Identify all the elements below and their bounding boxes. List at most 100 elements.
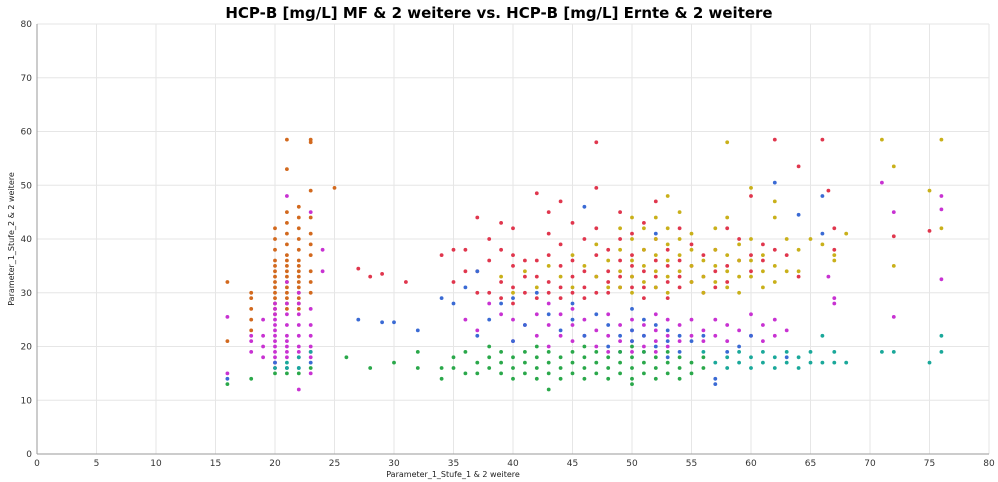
data-point[interactable]: [606, 366, 611, 370]
data-point[interactable]: [826, 188, 831, 193]
data-point[interactable]: [582, 269, 587, 274]
data-point[interactable]: [296, 333, 301, 338]
data-point[interactable]: [653, 215, 658, 220]
data-point[interactable]: [487, 366, 492, 370]
data-point[interactable]: [689, 247, 694, 252]
data-point[interactable]: [784, 360, 789, 365]
data-point[interactable]: [606, 269, 611, 274]
data-point[interactable]: [725, 226, 730, 231]
data-point[interactable]: [725, 264, 730, 268]
data-point[interactable]: [630, 366, 634, 370]
data-point[interactable]: [558, 312, 563, 317]
data-point[interactable]: [820, 333, 825, 338]
data-point[interactable]: [308, 307, 313, 311]
data-point[interactable]: [642, 323, 646, 327]
data-point[interactable]: [296, 344, 301, 349]
data-point[interactable]: [558, 328, 563, 333]
data-point[interactable]: [606, 312, 611, 317]
data-point[interactable]: [582, 285, 587, 290]
data-point[interactable]: [737, 258, 741, 263]
data-point[interactable]: [594, 186, 599, 190]
data-point[interactable]: [463, 285, 468, 290]
data-point[interactable]: [630, 258, 634, 263]
data-point[interactable]: [630, 350, 634, 354]
data-point[interactable]: [285, 371, 289, 376]
data-point[interactable]: [439, 366, 444, 370]
data-point[interactable]: [630, 264, 634, 268]
data-point[interactable]: [320, 269, 325, 274]
data-point[interactable]: [832, 226, 837, 231]
data-point[interactable]: [594, 226, 599, 231]
data-point[interactable]: [415, 366, 420, 370]
data-point[interactable]: [677, 333, 682, 338]
data-point[interactable]: [285, 210, 289, 215]
data-point[interactable]: [273, 296, 277, 300]
data-point[interactable]: [677, 366, 682, 370]
data-point[interactable]: [689, 371, 694, 376]
data-point[interactable]: [826, 274, 831, 279]
data-point[interactable]: [546, 344, 551, 349]
data-point[interactable]: [606, 290, 611, 295]
data-point[interactable]: [749, 269, 753, 274]
data-point[interactable]: [630, 237, 634, 241]
data-point[interactable]: [487, 301, 492, 306]
data-point[interactable]: [618, 210, 622, 215]
data-point[interactable]: [642, 350, 646, 354]
data-point[interactable]: [582, 376, 587, 381]
data-point[interactable]: [594, 328, 599, 333]
data-point[interactable]: [296, 301, 301, 306]
data-point[interactable]: [308, 231, 313, 236]
data-point[interactable]: [582, 355, 587, 360]
data-point[interactable]: [285, 242, 289, 247]
data-point[interactable]: [796, 247, 801, 252]
data-point[interactable]: [677, 350, 682, 354]
data-point[interactable]: [308, 333, 313, 338]
data-point[interactable]: [784, 328, 789, 333]
data-point[interactable]: [249, 328, 254, 333]
data-point[interactable]: [665, 350, 670, 354]
data-point[interactable]: [511, 296, 515, 300]
data-point[interactable]: [546, 323, 551, 327]
data-point[interactable]: [665, 280, 670, 284]
data-point[interactable]: [737, 237, 741, 241]
data-point[interactable]: [761, 350, 765, 354]
data-point[interactable]: [296, 366, 301, 370]
data-point[interactable]: [725, 366, 730, 370]
data-point[interactable]: [630, 328, 634, 333]
data-point[interactable]: [653, 274, 658, 279]
data-point[interactable]: [725, 253, 730, 257]
data-point[interactable]: [487, 355, 492, 360]
data-point[interactable]: [665, 317, 670, 322]
data-point[interactable]: [285, 301, 289, 306]
data-point[interactable]: [891, 164, 896, 169]
data-point[interactable]: [594, 350, 599, 354]
data-point[interactable]: [618, 371, 622, 376]
data-point[interactable]: [285, 290, 289, 295]
data-point[interactable]: [285, 221, 289, 225]
data-point[interactable]: [558, 199, 563, 204]
data-point[interactable]: [392, 360, 396, 365]
data-point[interactable]: [499, 350, 503, 354]
data-point[interactable]: [570, 323, 575, 327]
data-point[interactable]: [332, 186, 337, 190]
data-point[interactable]: [618, 285, 622, 290]
data-point[interactable]: [296, 264, 301, 268]
data-point[interactable]: [570, 350, 575, 354]
data-point[interactable]: [713, 280, 718, 284]
data-point[interactable]: [392, 320, 396, 325]
data-point[interactable]: [273, 366, 277, 370]
data-point[interactable]: [939, 277, 944, 282]
data-point[interactable]: [249, 307, 254, 311]
data-point[interactable]: [701, 328, 706, 333]
data-point[interactable]: [939, 350, 944, 354]
data-point[interactable]: [772, 199, 777, 204]
data-point[interactable]: [630, 231, 634, 236]
data-point[interactable]: [451, 301, 456, 306]
data-point[interactable]: [677, 258, 682, 263]
data-point[interactable]: [546, 371, 551, 376]
data-point[interactable]: [511, 376, 515, 381]
data-point[interactable]: [487, 344, 492, 349]
data-point[interactable]: [273, 344, 277, 349]
data-point[interactable]: [475, 333, 480, 338]
data-point[interactable]: [487, 317, 492, 322]
